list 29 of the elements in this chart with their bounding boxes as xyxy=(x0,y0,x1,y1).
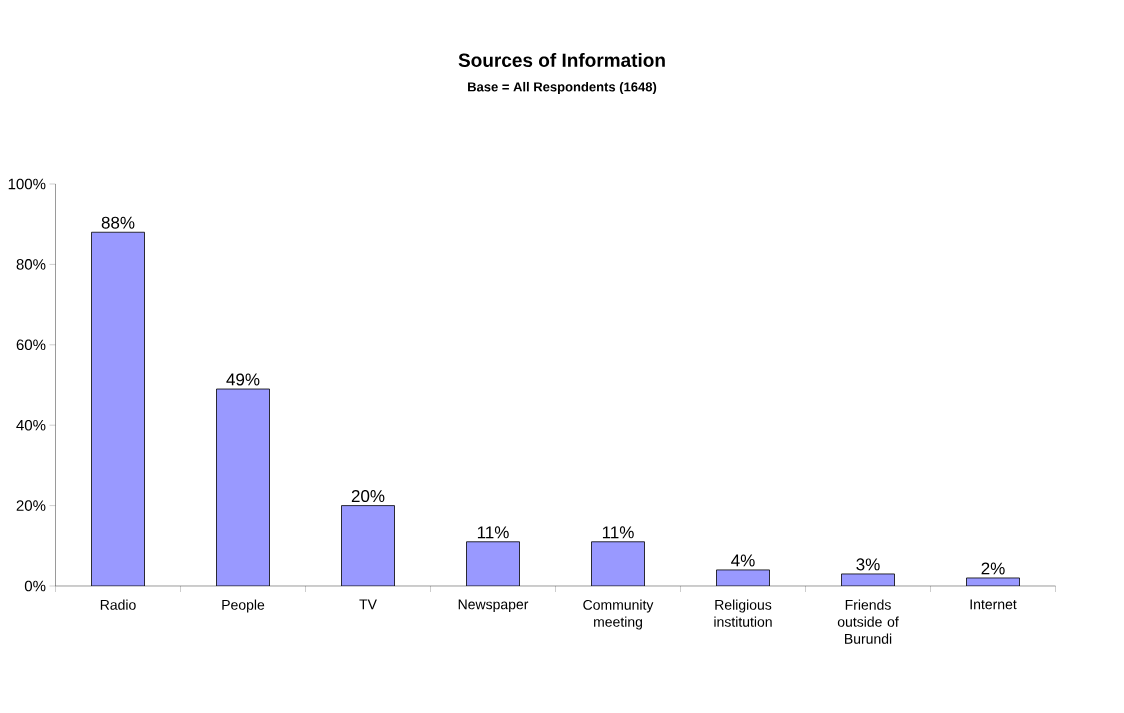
y-tick-label: 20% xyxy=(16,500,46,511)
x-tick-label: Radio xyxy=(100,599,136,610)
y-tick-label: 0% xyxy=(24,580,46,592)
bar xyxy=(341,505,395,586)
x-tick-label: Community meeting xyxy=(583,599,654,630)
x-tick-label: Religious institution xyxy=(714,599,772,627)
data-label: 11% xyxy=(602,526,634,539)
data-label: 20% xyxy=(351,490,385,503)
data-label: 49% xyxy=(226,373,260,386)
bar xyxy=(91,231,145,586)
data-label: 11% xyxy=(477,526,509,539)
data-label: 3% xyxy=(856,558,880,571)
y-tick-label: 40% xyxy=(16,419,46,431)
y-tick-label: 60% xyxy=(16,339,46,351)
chart-subtitle: Base = All Respondents (1648) xyxy=(468,81,657,95)
bar xyxy=(216,388,270,586)
bar xyxy=(466,541,520,586)
x-tick-label: TV xyxy=(359,599,377,610)
data-label: 2% xyxy=(981,562,1005,575)
x-tick-label: Newspaper xyxy=(458,599,529,613)
x-tick-label: People xyxy=(222,599,265,613)
y-tick-label: 80% xyxy=(16,259,46,270)
x-tick-label: Friends outside of Burundi xyxy=(837,599,899,644)
y-tick-label: 100% xyxy=(8,178,46,190)
data-label: 88% xyxy=(101,216,135,229)
data-label: 4% xyxy=(731,554,755,567)
bar xyxy=(591,541,645,586)
chart-title: Sources of Information xyxy=(458,53,665,67)
x-tick-label: Internet xyxy=(970,599,1017,610)
